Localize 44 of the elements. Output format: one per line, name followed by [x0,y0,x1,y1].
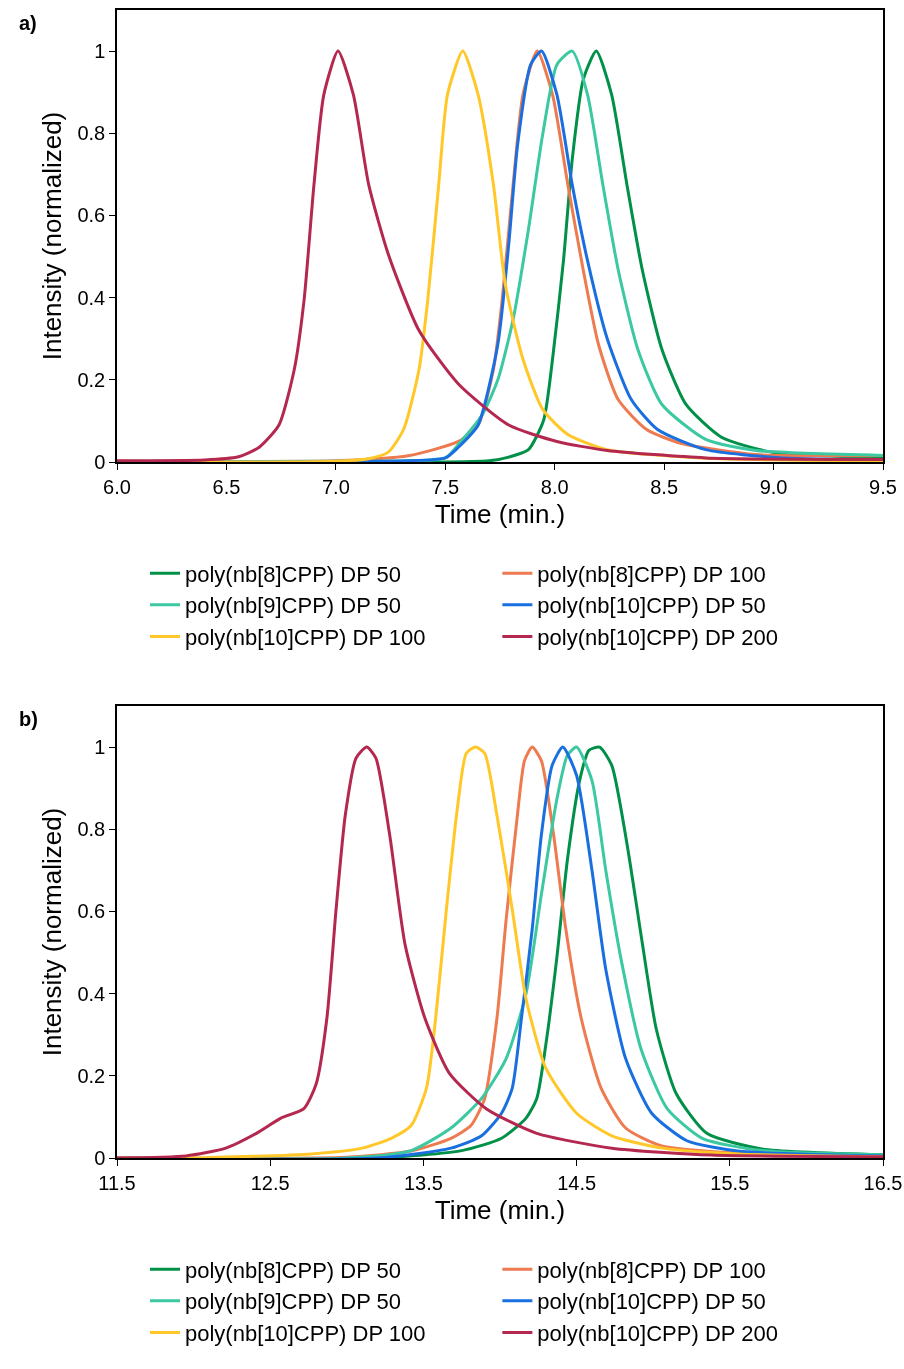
y-tick-label: 0.6 [77,204,106,227]
y-tick-label: 0.6 [77,900,106,923]
legend-label: poly(nb[10]CPP) DP 50 [537,1289,766,1315]
x-tick-label: 7.0 [321,475,350,498]
legend-label: poly(nb[10]CPP) DP 200 [537,1320,778,1346]
x-tick-label: 8.5 [650,475,679,498]
x-tick-label: 15.5 [710,1171,750,1194]
y-tick-label: 0.2 [77,1064,106,1087]
y-tick-label: 0.8 [77,818,106,841]
legend-label: poly(nb[10]CPP) DP 50 [537,593,766,619]
x-tick-label: 6.5 [212,475,241,498]
legend-label: poly(nb[10]CPP) DP 100 [185,1320,426,1346]
legend-label: poly(nb[8]CPP) DP 100 [537,561,766,587]
y-tick-label: 0.4 [77,286,106,309]
x-tick-label: 9.0 [759,475,788,498]
y-tick-label: 0.2 [77,368,106,391]
x-tick-label: 6.0 [103,475,131,498]
x-tick-label: 11.5 [98,1171,136,1194]
y-tick-label: 1 [94,40,106,63]
x-axis-title: Time (min.) [434,498,566,529]
x-tick-label: 9.5 [869,475,897,498]
y-tick-label: 0 [94,1147,106,1169]
x-tick-label: 14.5 [557,1171,597,1194]
y-tick-label: 0 [94,451,106,473]
x-tick-label: 8.0 [540,475,569,498]
x-tick-label: 13.5 [403,1171,443,1194]
x-axis-title: Time (min.) [434,1194,566,1225]
legend-label: poly(nb[10]CPP) DP 200 [537,624,778,650]
y-tick-label: 0.4 [77,982,106,1005]
legend-label: poly(nb[9]CPP) DP 50 [185,1289,402,1315]
legend-label: poly(nb[8]CPP) DP 50 [185,1257,402,1283]
y-tick-label: 0.8 [77,122,106,145]
text: a) [19,12,37,34]
legend-label: poly(nb[9]CPP) DP 50 [185,593,402,619]
x-tick-label: 16.5 [863,1171,903,1194]
y-tick-label: 1 [94,736,106,759]
legend-label: poly(nb[8]CPP) DP 50 [185,561,402,587]
legend-label: poly(nb[8]CPP) DP 100 [537,1257,766,1283]
legend-label: poly(nb[10]CPP) DP 100 [185,624,426,650]
y-axis-title: Intensity (normalized) [37,111,68,361]
text: b) [19,708,38,730]
x-tick-label: 12.5 [250,1171,290,1194]
x-tick-label: 7.5 [431,475,460,498]
y-axis-title: Intensity (normalized) [37,807,68,1057]
